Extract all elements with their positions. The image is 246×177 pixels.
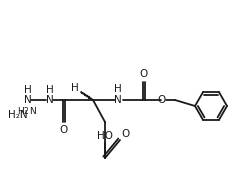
Text: HO: HO bbox=[97, 131, 113, 141]
Text: N: N bbox=[29, 107, 35, 116]
Text: H: H bbox=[114, 84, 122, 94]
Text: N: N bbox=[24, 95, 32, 105]
Text: H: H bbox=[18, 107, 24, 116]
Text: O: O bbox=[121, 129, 129, 139]
Text: H: H bbox=[71, 83, 79, 93]
Text: O: O bbox=[60, 125, 68, 135]
Text: 2: 2 bbox=[24, 107, 28, 116]
Text: H: H bbox=[46, 85, 54, 95]
Text: N: N bbox=[46, 95, 54, 105]
Text: H₂N: H₂N bbox=[8, 110, 28, 120]
Text: H: H bbox=[24, 85, 32, 95]
Text: O: O bbox=[140, 69, 148, 79]
Text: N: N bbox=[114, 95, 122, 105]
Text: O: O bbox=[157, 95, 165, 105]
